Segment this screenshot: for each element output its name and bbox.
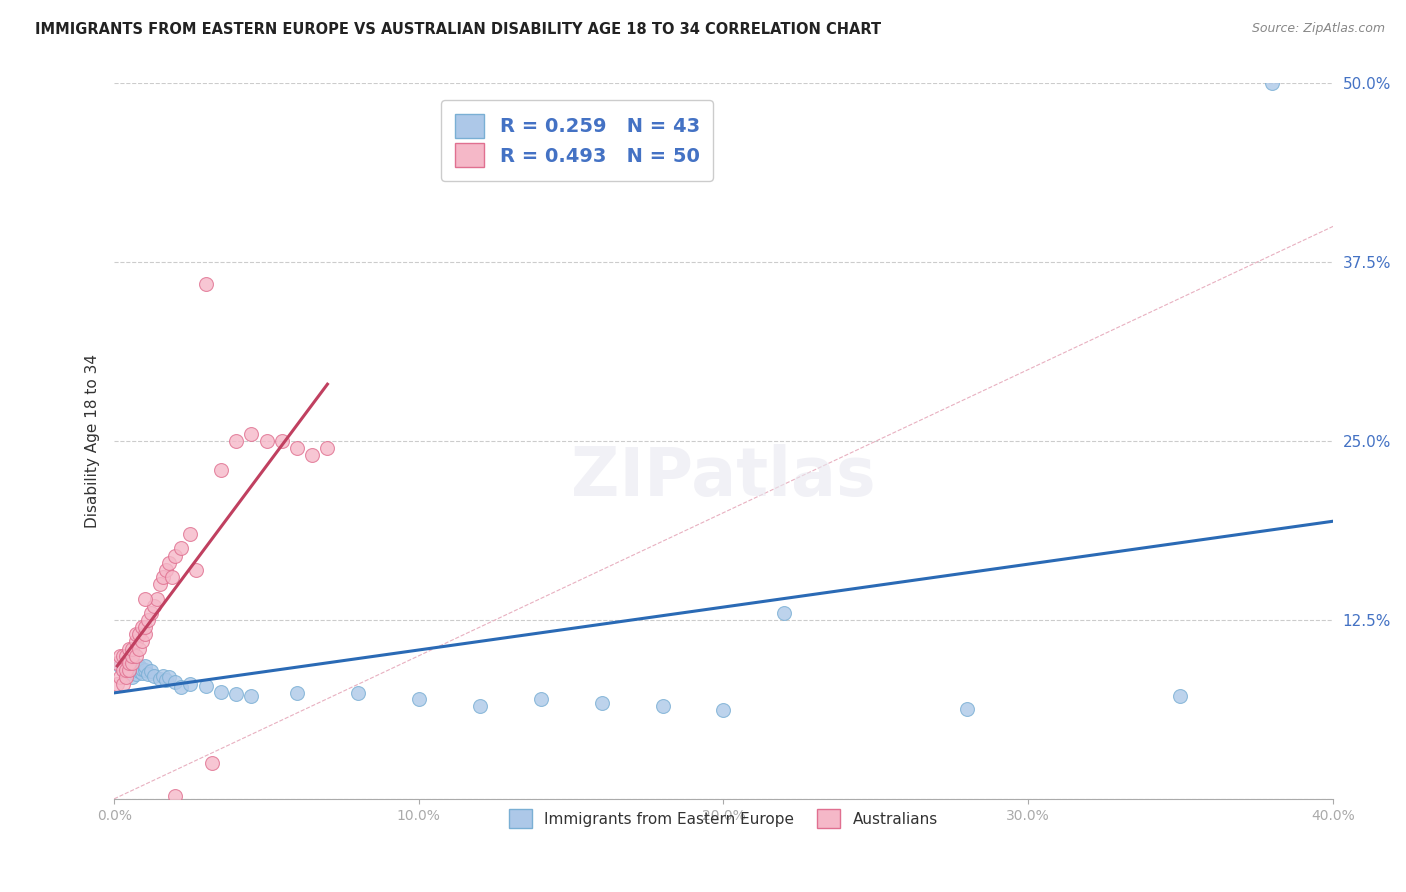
Point bbox=[118, 665, 141, 680]
Point bbox=[157, 556, 180, 570]
Point bbox=[651, 698, 673, 713]
Point bbox=[530, 691, 553, 706]
Point bbox=[128, 627, 150, 641]
Point bbox=[240, 689, 263, 703]
Point bbox=[115, 655, 138, 669]
Point bbox=[118, 656, 141, 670]
Point bbox=[124, 667, 146, 681]
Point bbox=[121, 670, 143, 684]
Point bbox=[131, 634, 153, 648]
Point bbox=[347, 686, 370, 700]
Point bbox=[115, 660, 138, 674]
Point bbox=[128, 641, 150, 656]
Point bbox=[112, 663, 135, 677]
Point bbox=[165, 674, 187, 689]
Point bbox=[468, 698, 491, 713]
Point bbox=[121, 656, 143, 670]
Point bbox=[124, 660, 146, 674]
Point bbox=[131, 662, 153, 676]
Point bbox=[155, 563, 177, 577]
Point bbox=[112, 677, 135, 691]
Point bbox=[124, 648, 146, 663]
Point bbox=[110, 670, 132, 684]
Point bbox=[131, 620, 153, 634]
Point bbox=[713, 703, 735, 717]
Point bbox=[194, 679, 217, 693]
Point bbox=[121, 663, 143, 677]
Point bbox=[179, 677, 201, 691]
Point bbox=[1261, 77, 1284, 91]
Point bbox=[225, 687, 247, 701]
Point bbox=[170, 680, 193, 694]
Point bbox=[149, 577, 172, 591]
Point bbox=[149, 672, 172, 686]
Point bbox=[285, 442, 308, 456]
Point bbox=[157, 670, 180, 684]
Y-axis label: Disability Age 18 to 34: Disability Age 18 to 34 bbox=[86, 354, 100, 528]
Point bbox=[1170, 689, 1192, 703]
Point bbox=[160, 570, 183, 584]
Point bbox=[139, 606, 162, 620]
Point bbox=[165, 549, 187, 563]
Point bbox=[118, 662, 141, 676]
Point bbox=[110, 658, 132, 673]
Point bbox=[112, 648, 135, 663]
Legend: Immigrants from Eastern Europe, Australians: Immigrants from Eastern Europe, Australi… bbox=[503, 804, 943, 834]
Point bbox=[134, 663, 156, 677]
Point bbox=[128, 658, 150, 673]
Point bbox=[131, 665, 153, 680]
Point bbox=[270, 434, 292, 449]
Point bbox=[155, 673, 177, 687]
Point bbox=[408, 691, 430, 706]
Point bbox=[110, 648, 132, 663]
Point bbox=[124, 634, 146, 648]
Point bbox=[134, 627, 156, 641]
Point bbox=[591, 696, 613, 710]
Point bbox=[956, 701, 979, 715]
Text: IMMIGRANTS FROM EASTERN EUROPE VS AUSTRALIAN DISABILITY AGE 18 TO 34 CORRELATION: IMMIGRANTS FROM EASTERN EUROPE VS AUSTRA… bbox=[35, 22, 882, 37]
Point bbox=[134, 620, 156, 634]
Point bbox=[134, 591, 156, 606]
Point bbox=[152, 570, 174, 584]
Point bbox=[105, 677, 128, 691]
Point bbox=[152, 669, 174, 683]
Point bbox=[316, 442, 339, 456]
Point bbox=[121, 641, 143, 656]
Point bbox=[115, 648, 138, 663]
Point bbox=[118, 663, 141, 677]
Point bbox=[301, 449, 323, 463]
Point bbox=[105, 656, 128, 670]
Point bbox=[256, 434, 278, 449]
Point bbox=[225, 434, 247, 449]
Point bbox=[179, 527, 201, 541]
Point bbox=[146, 591, 169, 606]
Point bbox=[165, 789, 187, 803]
Point bbox=[194, 277, 217, 291]
Point bbox=[285, 686, 308, 700]
Text: Source: ZipAtlas.com: Source: ZipAtlas.com bbox=[1251, 22, 1385, 36]
Point bbox=[139, 665, 162, 679]
Point bbox=[115, 663, 138, 677]
Point bbox=[118, 657, 141, 672]
Point bbox=[115, 670, 138, 684]
Point bbox=[121, 648, 143, 663]
Point bbox=[136, 613, 159, 627]
Point bbox=[142, 599, 165, 613]
Point bbox=[136, 667, 159, 681]
Point bbox=[124, 627, 146, 641]
Point bbox=[118, 641, 141, 656]
Point bbox=[201, 756, 224, 770]
Text: ZIPatlas: ZIPatlas bbox=[571, 444, 876, 510]
Point bbox=[142, 669, 165, 683]
Point bbox=[209, 463, 232, 477]
Point bbox=[240, 427, 263, 442]
Point bbox=[170, 541, 193, 556]
Point bbox=[128, 665, 150, 679]
Point bbox=[773, 606, 796, 620]
Point bbox=[134, 658, 156, 673]
Point bbox=[209, 684, 232, 698]
Point bbox=[112, 663, 135, 677]
Point bbox=[186, 563, 208, 577]
